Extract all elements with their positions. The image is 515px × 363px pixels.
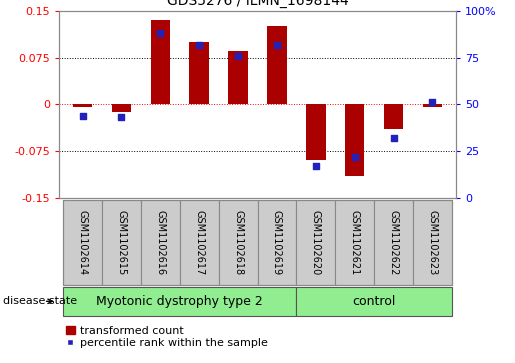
Bar: [306, 104, 325, 160]
Text: GSM1102622: GSM1102622: [389, 209, 399, 275]
Text: GSM1102618: GSM1102618: [233, 210, 243, 275]
Text: GSM1102616: GSM1102616: [156, 210, 165, 275]
Bar: [63, 200, 102, 285]
Point: [234, 53, 242, 59]
Text: GSM1102615: GSM1102615: [116, 210, 126, 275]
Bar: [102, 200, 141, 285]
Point: [428, 99, 437, 105]
Point: [351, 154, 359, 160]
Text: Myotonic dystrophy type 2: Myotonic dystrophy type 2: [96, 295, 263, 308]
Text: GSM1102614: GSM1102614: [78, 210, 88, 275]
Text: GSM1102621: GSM1102621: [350, 210, 359, 275]
Text: control: control: [352, 295, 396, 308]
Point: [156, 30, 164, 36]
Bar: [180, 200, 219, 285]
Bar: [423, 104, 442, 107]
Bar: [374, 200, 413, 285]
Bar: [63, 287, 296, 316]
Bar: [73, 104, 92, 107]
Bar: [228, 52, 248, 104]
Bar: [141, 200, 180, 285]
Text: GSM1102617: GSM1102617: [194, 210, 204, 275]
Bar: [384, 104, 403, 129]
Bar: [112, 104, 131, 112]
Point: [389, 135, 398, 141]
Text: GSM1102620: GSM1102620: [311, 210, 321, 275]
Bar: [413, 200, 452, 285]
Point: [273, 42, 281, 48]
Bar: [296, 200, 335, 285]
Point: [78, 113, 87, 118]
Legend: transformed count, percentile rank within the sample: transformed count, percentile rank withi…: [65, 325, 269, 350]
Point: [195, 42, 203, 48]
Point: [117, 115, 126, 121]
Bar: [190, 42, 209, 104]
Point: [312, 163, 320, 169]
Text: GSM1102623: GSM1102623: [427, 210, 437, 275]
Title: GDS5276 / ILMN_1698144: GDS5276 / ILMN_1698144: [167, 0, 348, 8]
Bar: [258, 200, 296, 285]
Bar: [345, 104, 365, 176]
Text: GSM1102619: GSM1102619: [272, 210, 282, 275]
Bar: [296, 287, 452, 316]
Bar: [150, 20, 170, 104]
Bar: [219, 200, 258, 285]
Bar: [267, 26, 287, 104]
Text: disease state: disease state: [3, 296, 77, 306]
Bar: [335, 200, 374, 285]
